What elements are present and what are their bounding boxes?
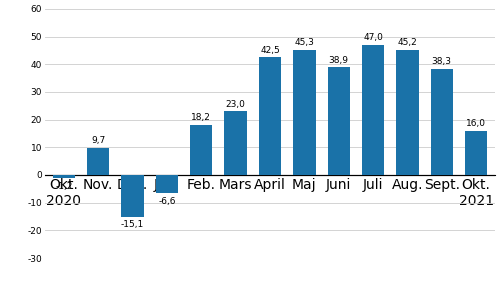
Bar [396, 50, 418, 175]
Text: 16,0: 16,0 [466, 119, 486, 128]
Bar [87, 148, 110, 175]
Bar [328, 68, 350, 175]
Bar [52, 175, 75, 178]
Text: -6,6: -6,6 [158, 196, 176, 206]
Text: 45,2: 45,2 [398, 38, 417, 47]
Text: 42,5: 42,5 [260, 46, 280, 55]
Bar [362, 45, 384, 175]
Text: 38,9: 38,9 [328, 56, 348, 64]
Bar [259, 57, 281, 175]
Bar [293, 50, 316, 175]
Text: 47,0: 47,0 [363, 33, 383, 42]
Bar [465, 131, 487, 175]
Bar [224, 111, 247, 175]
Text: 45,3: 45,3 [294, 38, 314, 47]
Text: -15,1: -15,1 [121, 220, 144, 229]
Text: 18,2: 18,2 [192, 113, 211, 122]
Bar [430, 69, 453, 175]
Text: 38,3: 38,3 [432, 57, 452, 66]
Bar [156, 175, 178, 193]
Bar [190, 124, 212, 175]
Text: 23,0: 23,0 [226, 100, 246, 109]
Text: -1,2: -1,2 [55, 182, 72, 190]
Text: 9,7: 9,7 [91, 136, 106, 146]
Bar [122, 175, 144, 217]
